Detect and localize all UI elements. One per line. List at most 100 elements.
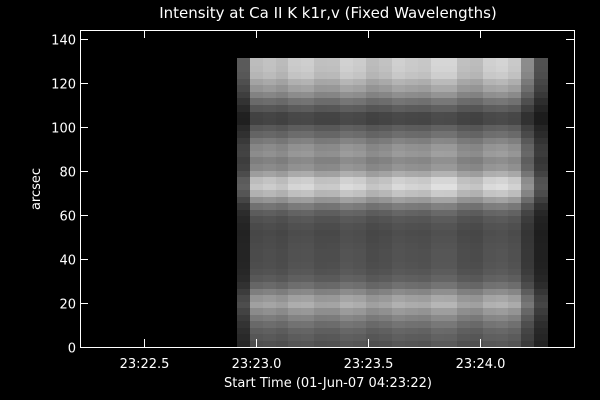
heatmap-cell [457, 170, 471, 177]
heatmap-cell [418, 170, 432, 177]
heatmap-cell [431, 176, 445, 184]
x-axis: 23:22.5 23:23.0 23:23.5 23:24.0 [120, 30, 505, 372]
heatmap-cell [250, 176, 264, 184]
heatmap-cell [327, 91, 341, 98]
heatmap-cell [379, 307, 393, 315]
heatmap-cell [457, 274, 471, 282]
heatmap-cell [534, 301, 548, 308]
heatmap-cell [483, 183, 497, 190]
heatmap-cell [379, 242, 393, 249]
heatmap-cell [444, 314, 458, 321]
heatmap-cell [301, 307, 315, 315]
heatmap-cell [353, 137, 367, 144]
heatmap-cell [353, 301, 367, 308]
heatmap-cell [508, 137, 522, 144]
heatmap-cell [288, 274, 302, 282]
heatmap-cell [431, 137, 445, 144]
heatmap-cell [366, 130, 380, 138]
heatmap-cell [483, 281, 497, 289]
heatmap-cell [366, 294, 380, 302]
heatmap-cell [470, 156, 484, 164]
heatmap-cell [483, 150, 497, 157]
heatmap-cell [534, 84, 548, 92]
heatmap-cell [405, 170, 419, 177]
heatmap-cell [534, 261, 548, 269]
heatmap-cell [392, 248, 406, 256]
heatmap-cell [534, 255, 548, 262]
heatmap-cell [237, 78, 251, 85]
heatmap-cell [353, 307, 367, 315]
heatmap-cell [263, 294, 277, 302]
heatmap-cell [392, 209, 406, 216]
heatmap-cell [353, 170, 367, 177]
heatmap-cell [353, 209, 367, 216]
heatmap-cell [534, 288, 548, 295]
heatmap-cell [314, 242, 328, 249]
heatmap-cell [496, 209, 509, 216]
heatmap-cell [237, 65, 251, 72]
heatmap-cell [483, 307, 497, 315]
heatmap-cell [444, 150, 458, 157]
heatmap-cell [314, 255, 328, 262]
heatmap-cell [288, 189, 302, 197]
heatmap-cell [366, 78, 380, 85]
heatmap-cell [470, 137, 484, 144]
heatmap-cell [288, 229, 302, 236]
heatmap-cell [301, 255, 315, 262]
heatmap-cell [250, 222, 264, 230]
heatmap-cell [250, 78, 264, 85]
heatmap-cell [327, 288, 341, 295]
heatmap-cell [496, 288, 509, 295]
heatmap-cell [405, 196, 419, 203]
heatmap-cell [483, 84, 497, 92]
heatmap-cell [457, 340, 471, 347]
heatmap-cell [327, 320, 341, 328]
heatmap-cell [263, 156, 277, 164]
heatmap-cell [431, 111, 445, 118]
heatmap-cell [470, 170, 484, 177]
heatmap-cell [366, 320, 380, 328]
heatmap-cell [276, 307, 289, 315]
heatmap-cell [379, 58, 393, 66]
heatmap-cell [288, 242, 302, 249]
heatmap-cell [276, 84, 289, 92]
heatmap-cell [263, 255, 277, 262]
heatmap-cell [392, 196, 406, 203]
heatmap-cell [327, 281, 341, 289]
heatmap-cell [250, 150, 264, 157]
heatmap-cell [521, 307, 535, 315]
heatmap-cell [508, 84, 522, 92]
heatmap-cell [470, 288, 484, 295]
heatmap-cell [470, 71, 484, 79]
heatmap-cell [470, 215, 484, 223]
heatmap-cell [314, 71, 328, 79]
heatmap-cell [353, 268, 367, 275]
heatmap-cell [237, 261, 251, 269]
heatmap-cell [405, 327, 419, 334]
heatmap-cell [496, 156, 509, 164]
y-tick-label: 100 [51, 122, 76, 137]
heatmap-cell [444, 176, 458, 184]
heatmap-cell [521, 170, 535, 177]
heatmap-cell [470, 104, 484, 112]
heatmap-cell [340, 314, 354, 321]
heatmap-cell [444, 124, 458, 131]
heatmap-cell [521, 163, 535, 171]
heatmap-cell [288, 288, 302, 295]
heatmap-cell [534, 281, 548, 289]
heatmap-cell [418, 137, 432, 144]
heatmap-cell [508, 301, 522, 308]
heatmap-cell [405, 183, 419, 190]
heatmap-cell [301, 314, 315, 321]
heatmap-cell [314, 327, 328, 334]
heatmap-cell [470, 274, 484, 282]
heatmap-cell [496, 150, 509, 157]
heatmap-cell [392, 281, 406, 289]
heatmap-cell [288, 307, 302, 315]
heatmap-cell [405, 248, 419, 256]
heatmap-cell [288, 320, 302, 328]
heatmap-cell [444, 78, 458, 85]
heatmap-cell [250, 294, 264, 302]
heatmap-cell [301, 340, 315, 347]
heatmap-cell [366, 170, 380, 177]
